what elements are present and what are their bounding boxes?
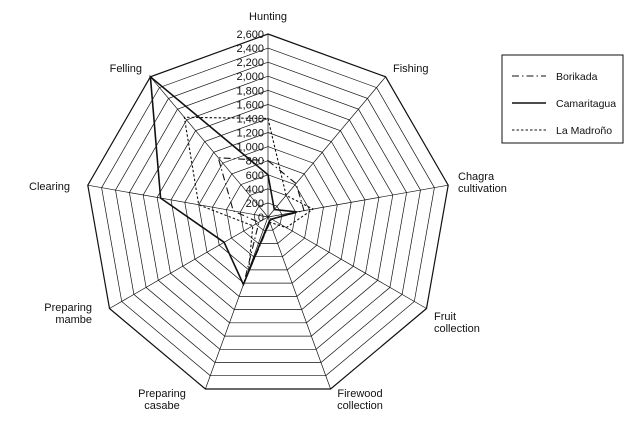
axis-label-line: Firewood <box>337 388 382 400</box>
axis-label-line: collection <box>337 400 383 412</box>
legend-label: La Madroño <box>556 125 612 137</box>
tick-label: 1,400 <box>236 114 264 126</box>
tick-label: 2,600 <box>236 29 264 41</box>
axis-label: Firewood collection <box>337 388 383 412</box>
axis-label-line: casabe <box>144 400 179 412</box>
tick-label: 1,600 <box>236 99 264 111</box>
tick-label: 1,800 <box>236 85 264 97</box>
tick-label: 0 <box>258 212 264 224</box>
tick-label: 1,200 <box>236 128 264 140</box>
tick-label: 800 <box>246 156 264 168</box>
axis-label-line: Fruit <box>434 311 456 323</box>
radar-series <box>150 77 313 285</box>
axis-label-line: Clearing <box>29 181 70 193</box>
tick-label: 200 <box>246 198 264 210</box>
axis-label: Hunting <box>249 11 287 23</box>
tick-label: 400 <box>246 184 264 196</box>
axis-label-line: Hunting <box>249 11 287 23</box>
axis-label-line: Chagra <box>458 171 495 183</box>
axis-label: Preparing mambe <box>44 302 92 326</box>
series-line-camaritagua <box>150 77 297 285</box>
axis-spoke <box>110 217 269 309</box>
axis-label-line: collection <box>434 323 480 335</box>
tick-label: 2,000 <box>236 71 264 83</box>
tick-label: 1,000 <box>236 142 264 154</box>
radial-tick-labels: 0 200 400 600 800 1,000 1,200 1,400 1,600 1,800 2,… <box>236 29 264 224</box>
axis-label: Felling <box>110 63 142 75</box>
axis-label: Clearing <box>29 181 70 193</box>
axis-spoke <box>88 185 268 217</box>
axis-label-line: mambe <box>55 314 92 326</box>
tick-label: 2,400 <box>236 43 264 55</box>
axis-label-line: cultivation <box>458 183 507 195</box>
axis-label: Preparing casabe <box>138 388 186 412</box>
axis-label: Fruit collection <box>434 311 480 335</box>
axis-label-line: Fishing <box>393 63 428 75</box>
axis-spoke <box>268 217 427 309</box>
tick-label: 600 <box>246 170 264 182</box>
axis-label-line: Preparing <box>138 388 186 400</box>
axis-label: Fishing <box>393 63 428 75</box>
axis-label: Chagra cultivation <box>458 171 507 195</box>
legend-label: Borikada <box>556 71 598 83</box>
radar-grid <box>88 34 448 389</box>
tick-label: 2,200 <box>236 57 264 69</box>
axis-label-line: Preparing <box>44 302 92 314</box>
legend-label: Camaritagua <box>556 98 616 110</box>
legend: Borikada Camaritagua La Madroño <box>502 55 623 143</box>
axis-label-line: Felling <box>110 63 142 75</box>
